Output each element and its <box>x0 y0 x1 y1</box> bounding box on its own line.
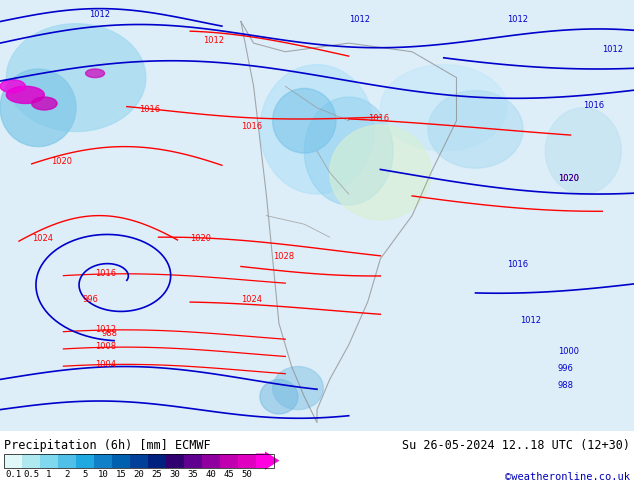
Text: Precipitation (6h) [mm] ECMWF: Precipitation (6h) [mm] ECMWF <box>4 440 210 452</box>
Text: 1012: 1012 <box>602 45 623 54</box>
Ellipse shape <box>6 24 146 131</box>
Ellipse shape <box>273 367 323 410</box>
Ellipse shape <box>273 88 336 153</box>
Ellipse shape <box>0 69 76 147</box>
Bar <box>40 454 58 467</box>
Text: 1012: 1012 <box>89 10 110 19</box>
Ellipse shape <box>86 69 105 77</box>
Text: 1028: 1028 <box>273 252 294 261</box>
Text: 45: 45 <box>224 470 235 479</box>
Bar <box>220 454 238 467</box>
Bar <box>94 454 112 467</box>
Text: 20: 20 <box>134 470 145 479</box>
Bar <box>76 454 94 467</box>
Text: 1004: 1004 <box>95 360 116 368</box>
FancyArrow shape <box>256 451 280 470</box>
Ellipse shape <box>380 65 507 151</box>
Bar <box>184 454 202 467</box>
Text: 1012: 1012 <box>520 317 541 325</box>
Text: 1012: 1012 <box>349 15 370 24</box>
Bar <box>112 454 130 467</box>
Text: 1016: 1016 <box>241 122 262 131</box>
Bar <box>22 454 40 467</box>
Ellipse shape <box>260 379 298 414</box>
Text: 988: 988 <box>558 381 574 390</box>
Text: 35: 35 <box>188 470 198 479</box>
Bar <box>256 454 265 467</box>
Text: 50: 50 <box>242 470 252 479</box>
Ellipse shape <box>6 86 44 103</box>
Text: 1020: 1020 <box>558 174 579 183</box>
Text: 1012: 1012 <box>203 36 224 45</box>
Text: 1020: 1020 <box>190 235 211 244</box>
Bar <box>148 454 166 467</box>
Ellipse shape <box>32 97 57 110</box>
Text: 1008: 1008 <box>95 343 116 351</box>
Text: 0.1: 0.1 <box>5 470 21 479</box>
Text: 0.5: 0.5 <box>23 470 39 479</box>
Ellipse shape <box>428 91 523 168</box>
Text: 15: 15 <box>115 470 126 479</box>
Text: 996: 996 <box>558 364 574 373</box>
Bar <box>4 454 22 467</box>
Bar <box>238 454 256 467</box>
Text: 5: 5 <box>82 470 87 479</box>
Text: 25: 25 <box>152 470 162 479</box>
Text: 1012: 1012 <box>95 325 116 334</box>
Text: 1016: 1016 <box>139 105 160 114</box>
Text: 1016: 1016 <box>368 114 389 122</box>
Ellipse shape <box>260 65 374 194</box>
Text: 1016: 1016 <box>95 269 116 278</box>
Text: 1012: 1012 <box>507 15 528 24</box>
Ellipse shape <box>304 97 393 205</box>
Bar <box>202 454 220 467</box>
Bar <box>166 454 184 467</box>
Text: 1024: 1024 <box>32 235 53 244</box>
Text: ©weatheronline.co.uk: ©weatheronline.co.uk <box>505 472 630 482</box>
Text: 1: 1 <box>46 470 52 479</box>
Text: 1024: 1024 <box>241 295 262 304</box>
Text: 1020: 1020 <box>51 157 72 166</box>
Bar <box>58 454 76 467</box>
Text: 1016: 1016 <box>583 101 604 110</box>
Text: 1020: 1020 <box>558 174 579 183</box>
Text: 1000: 1000 <box>558 346 579 356</box>
Text: 988: 988 <box>101 329 117 338</box>
Text: Su 26-05-2024 12..18 UTC (12+30): Su 26-05-2024 12..18 UTC (12+30) <box>402 440 630 452</box>
Text: 1016: 1016 <box>507 260 528 270</box>
Text: 40: 40 <box>205 470 216 479</box>
Text: 10: 10 <box>98 470 108 479</box>
Text: 2: 2 <box>64 470 70 479</box>
Ellipse shape <box>0 80 25 93</box>
Text: 996: 996 <box>82 295 98 304</box>
Ellipse shape <box>545 108 621 194</box>
Ellipse shape <box>330 125 431 220</box>
Text: 30: 30 <box>170 470 181 479</box>
Bar <box>130 454 148 467</box>
Bar <box>4 454 274 467</box>
